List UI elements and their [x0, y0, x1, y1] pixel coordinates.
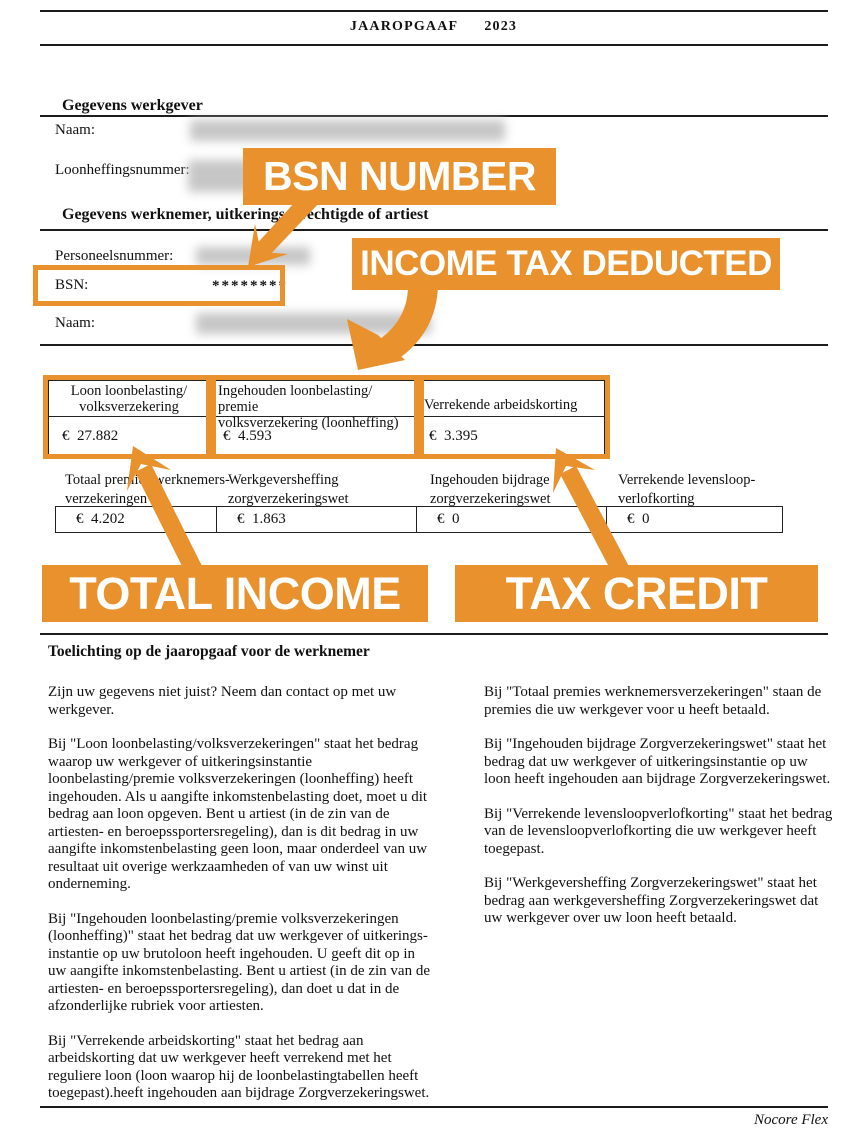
note-paragraph: Bij "Totaal premies werknemersverzekerin…	[484, 684, 822, 718]
bsn-masked-value: ********	[212, 278, 288, 294]
footer-rule	[40, 1106, 828, 1108]
title-bottom-rule	[40, 44, 828, 46]
column-header: Verrekende arbeidskorting	[416, 381, 604, 417]
amounts-table-row1: Loon loonbelasting/ volksverzekering € 2…	[48, 380, 605, 456]
amount-value: € 4.593	[223, 427, 272, 444]
notes-left-column: Zijn uw gegevens niet juist? Neem dan co…	[48, 684, 430, 1120]
note-paragraph: Bij "Loon loonbelasting/volksverzekering…	[48, 736, 428, 892]
personnel-number-redacted-value	[196, 247, 310, 265]
column-header-werkgeversheffing: Werkgeversheffing zorgverzekeringswet	[228, 472, 349, 507]
amount-value: € 0	[606, 507, 782, 532]
amount-value: € 3.395	[429, 427, 478, 444]
wage-tax-number-label: Loonheffingsnummer:	[55, 162, 190, 178]
income-tax-deducted-banner: INCOME TAX DEDUCTED	[352, 238, 780, 290]
column-header-levensloop: Verrekende levensloop- verlofkorting	[618, 472, 756, 507]
loonheffing-highlight-box	[211, 375, 419, 459]
loon-highlight-box	[43, 375, 211, 459]
arbeidskorting-highlight-box	[419, 375, 610, 459]
personnel-number-label: Personeelsnummer:	[55, 248, 174, 264]
amount-value: € 0	[416, 507, 606, 532]
table-cell-loon: Loon loonbelasting/ volksverzekering € 2…	[49, 381, 209, 455]
employer-name-label: Naam:	[55, 122, 95, 138]
bsn-highlight-box	[33, 265, 285, 306]
table-cell-ingehouden-loonbelasting: Ingehouden loonbelasting/ premie volksve…	[209, 381, 415, 455]
note-paragraph: Bij "Ingehouden bijdrage Zorgverzekering…	[484, 736, 831, 787]
amount-value: € 1.863	[216, 507, 416, 532]
amount-value: € 4.202	[76, 511, 125, 527]
note-paragraph: Bij "Ingehouden loonbelasting/premie vol…	[48, 910, 430, 1015]
notes-top-rule	[40, 633, 828, 635]
column-header-bijdrage-zvw: Ingehouden bijdrage zorgverzekeringswet	[430, 472, 551, 507]
note-paragraph: Bij "Werkgeversheffing Zorgverzekeringsw…	[484, 875, 819, 926]
employee-section-bottom-rule	[40, 344, 828, 346]
note-paragraph: Bij "Verrekende arbeidskorting" staat he…	[48, 1032, 430, 1102]
employee-name-label: Naam:	[55, 315, 95, 331]
column-header: Loon loonbelasting/ volksverzekering	[49, 381, 209, 417]
note-paragraph: Bij "Verrekende levensloopverlofkorting"…	[484, 805, 833, 857]
employer-name-redacted-value	[190, 120, 505, 141]
footer-brand: Nocore Flex	[754, 1112, 828, 1128]
notes-right-column: Bij "Totaal premies werknemersverzekerin…	[484, 684, 836, 945]
document-title: JAAROPGAAF 2023	[0, 19, 867, 35]
column-header-premies: Totaal premies werknemers- verzekeringen	[65, 472, 230, 507]
total-income-banner: TOTAL INCOME	[42, 565, 428, 622]
top-rule	[40, 10, 828, 12]
amounts-table-row2: € 4.202 € 1.863 € 0 € 0	[55, 506, 783, 533]
amount-value: € 27.882	[62, 427, 119, 444]
column-header: Ingehouden loonbelasting/ premie volksve…	[210, 381, 415, 431]
note-paragraph: Zijn uw gegevens niet juist? Neem dan co…	[48, 684, 397, 718]
employee-section-heading: Gegevens werknemer, uitkeringsgerechtigd…	[62, 206, 429, 223]
employee-heading-rule	[40, 229, 828, 231]
notes-heading: Toelichting op de jaaropgaaf voor de wer…	[48, 643, 370, 660]
employee-name-redacted-value	[196, 313, 431, 334]
tax-credit-banner: TAX CREDIT	[455, 565, 818, 622]
bsn-number-banner: BSN NUMBER	[243, 148, 556, 205]
employer-section-heading: Gegevens werkgever	[62, 97, 203, 114]
title-text: JAAROPGAAF	[349, 19, 459, 34]
title-year: 2023	[484, 19, 518, 34]
employer-heading-rule	[40, 115, 828, 117]
bsn-label: BSN:	[55, 277, 89, 293]
